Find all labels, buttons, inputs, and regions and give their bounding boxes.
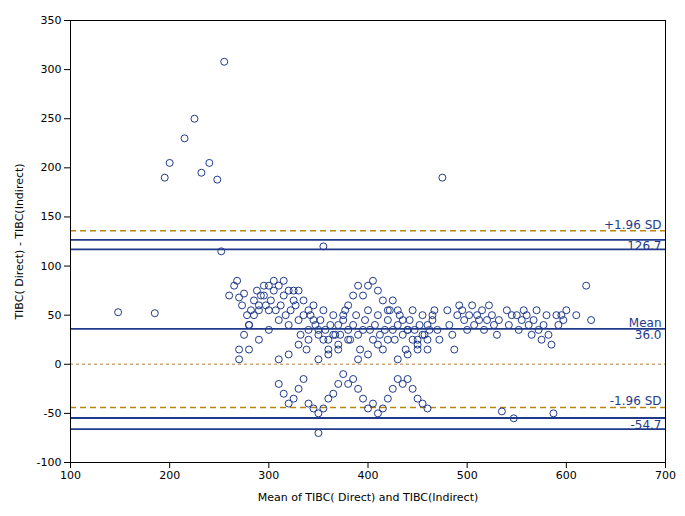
- svg-text:150: 150: [41, 210, 62, 223]
- svg-text:-100: -100: [37, 456, 62, 469]
- svg-text:126.7: 126.7: [627, 239, 661, 253]
- svg-text:+1.96 SD: +1.96 SD: [604, 218, 661, 232]
- svg-text:TIBC( Direct) - TIBC(Indirect): TIBC( Direct) - TIBC(Indirect): [13, 163, 26, 320]
- svg-text:-1.96 SD: -1.96 SD: [610, 394, 662, 408]
- svg-text:0: 0: [55, 358, 62, 371]
- svg-text:400: 400: [358, 469, 379, 482]
- svg-text:Mean: Mean: [628, 315, 662, 330]
- svg-text:300: 300: [41, 63, 62, 76]
- svg-text:-50: -50: [44, 407, 62, 420]
- svg-text:250: 250: [41, 112, 62, 125]
- svg-text:700: 700: [655, 469, 676, 482]
- svg-text:100: 100: [41, 260, 62, 273]
- svg-text:100: 100: [60, 469, 81, 482]
- svg-text:Mean of TIBC( Direct) and TIBC: Mean of TIBC( Direct) and TIBC(Indirect): [258, 491, 479, 504]
- svg-text:200: 200: [41, 161, 62, 174]
- svg-text:350: 350: [41, 14, 62, 27]
- svg-text:50: 50: [48, 309, 62, 322]
- svg-text:36.0: 36.0: [635, 328, 662, 342]
- svg-text:500: 500: [457, 469, 478, 482]
- svg-text:-54.7: -54.7: [630, 418, 661, 432]
- svg-text:600: 600: [556, 469, 577, 482]
- svg-text:300: 300: [258, 469, 279, 482]
- svg-text:200: 200: [159, 469, 180, 482]
